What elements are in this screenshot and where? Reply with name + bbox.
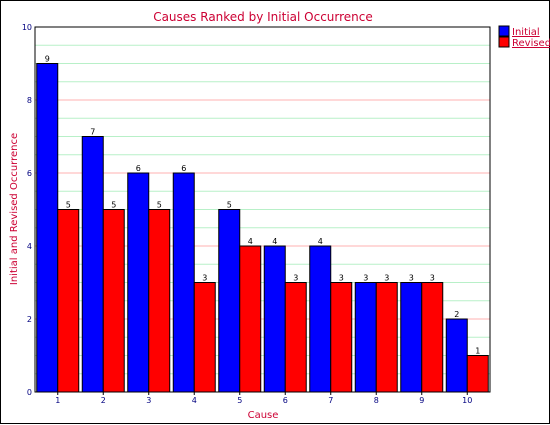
y-tick-label: 6 <box>27 169 32 178</box>
bar-initial-5 <box>218 209 241 393</box>
value-label-revised-7: 3 <box>339 274 344 283</box>
value-label-revised-3: 5 <box>157 201 162 210</box>
value-label-initial-1: 9 <box>45 55 50 64</box>
x-tick-label-6: 6 <box>283 396 288 405</box>
value-label-initial-2: 7 <box>90 128 95 137</box>
x-axis-ticks: 1 2 3 4 5 6 7 8 9 10 <box>55 392 472 405</box>
value-label-revised-2: 5 <box>111 201 116 210</box>
value-label-initial-3: 6 <box>136 164 141 173</box>
x-tick-label-10: 10 <box>462 396 472 405</box>
bars <box>36 63 489 393</box>
x-tick-label-8: 8 <box>374 396 379 405</box>
legend-label-initial: Initial <box>512 27 540 38</box>
chart-title: Causes Ranked by Initial Occurrence <box>153 10 373 24</box>
value-label-initial-5: 5 <box>227 201 232 210</box>
y-tick-label: 2 <box>27 315 32 324</box>
value-label-revised-1: 5 <box>66 201 71 210</box>
bar-revised-6 <box>284 282 307 393</box>
legend-label-revised: Revised <box>512 38 550 49</box>
x-tick-label-2: 2 <box>101 396 106 405</box>
x-tick-label-7: 7 <box>328 396 333 405</box>
x-axis-label: Cause <box>248 410 279 421</box>
y-tick-label: 10 <box>22 23 32 32</box>
value-label-revised-5: 4 <box>248 237 253 246</box>
bar-revised-3 <box>148 209 171 393</box>
y-axis-label: Initial and Revised Occurrence <box>9 133 20 285</box>
bar-initial-9 <box>400 282 423 393</box>
bar-initial-6 <box>263 245 286 393</box>
y-tick-label: 8 <box>27 96 32 105</box>
bar-initial-8 <box>354 282 377 393</box>
value-label-revised-8: 3 <box>384 274 389 283</box>
bar-revised-7 <box>330 282 353 393</box>
bar-revised-10 <box>466 355 489 393</box>
bar-revised-1 <box>57 209 80 393</box>
bar-revised-8 <box>375 282 398 393</box>
value-label-revised-6: 3 <box>293 274 298 283</box>
value-label-revised-4: 3 <box>202 274 207 283</box>
y-axis-ticks: 0 2 4 6 8 10 <box>22 23 32 397</box>
value-label-initial-8: 3 <box>363 274 368 283</box>
plot-area <box>34 26 491 393</box>
value-labels: 9 5 7 5 6 5 6 3 5 4 4 3 4 3 3 3 3 3 2 1 <box>45 55 481 356</box>
bar-initial-4 <box>172 172 195 393</box>
bar-initial-1 <box>36 63 59 393</box>
value-label-revised-10: 1 <box>475 347 480 356</box>
bar-revised-4 <box>193 282 216 393</box>
value-label-initial-10: 2 <box>454 310 459 319</box>
value-label-initial-6: 4 <box>272 237 277 246</box>
x-tick-label-1: 1 <box>55 396 60 405</box>
value-label-initial-7: 4 <box>318 237 323 246</box>
x-tick-label-5: 5 <box>237 396 242 405</box>
bar-initial-2 <box>81 136 104 393</box>
bar-revised-9 <box>421 282 444 393</box>
bar-initial-3 <box>127 172 150 393</box>
y-tick-label: 0 <box>27 388 32 397</box>
legend-swatch-initial <box>498 25 510 37</box>
x-tick-label-9: 9 <box>419 396 424 405</box>
value-label-initial-4: 6 <box>181 164 186 173</box>
bar-revised-2 <box>102 209 125 393</box>
x-tick-label-3: 3 <box>146 396 151 405</box>
bar-initial-7 <box>309 245 332 393</box>
x-tick-label-4: 4 <box>192 396 197 405</box>
y-tick-label: 4 <box>27 242 32 251</box>
legend-swatch-revised <box>498 36 510 48</box>
bar-initial-10 <box>445 318 468 393</box>
value-label-initial-9: 3 <box>409 274 414 283</box>
bar-revised-5 <box>239 245 262 393</box>
value-label-revised-9: 3 <box>430 274 435 283</box>
